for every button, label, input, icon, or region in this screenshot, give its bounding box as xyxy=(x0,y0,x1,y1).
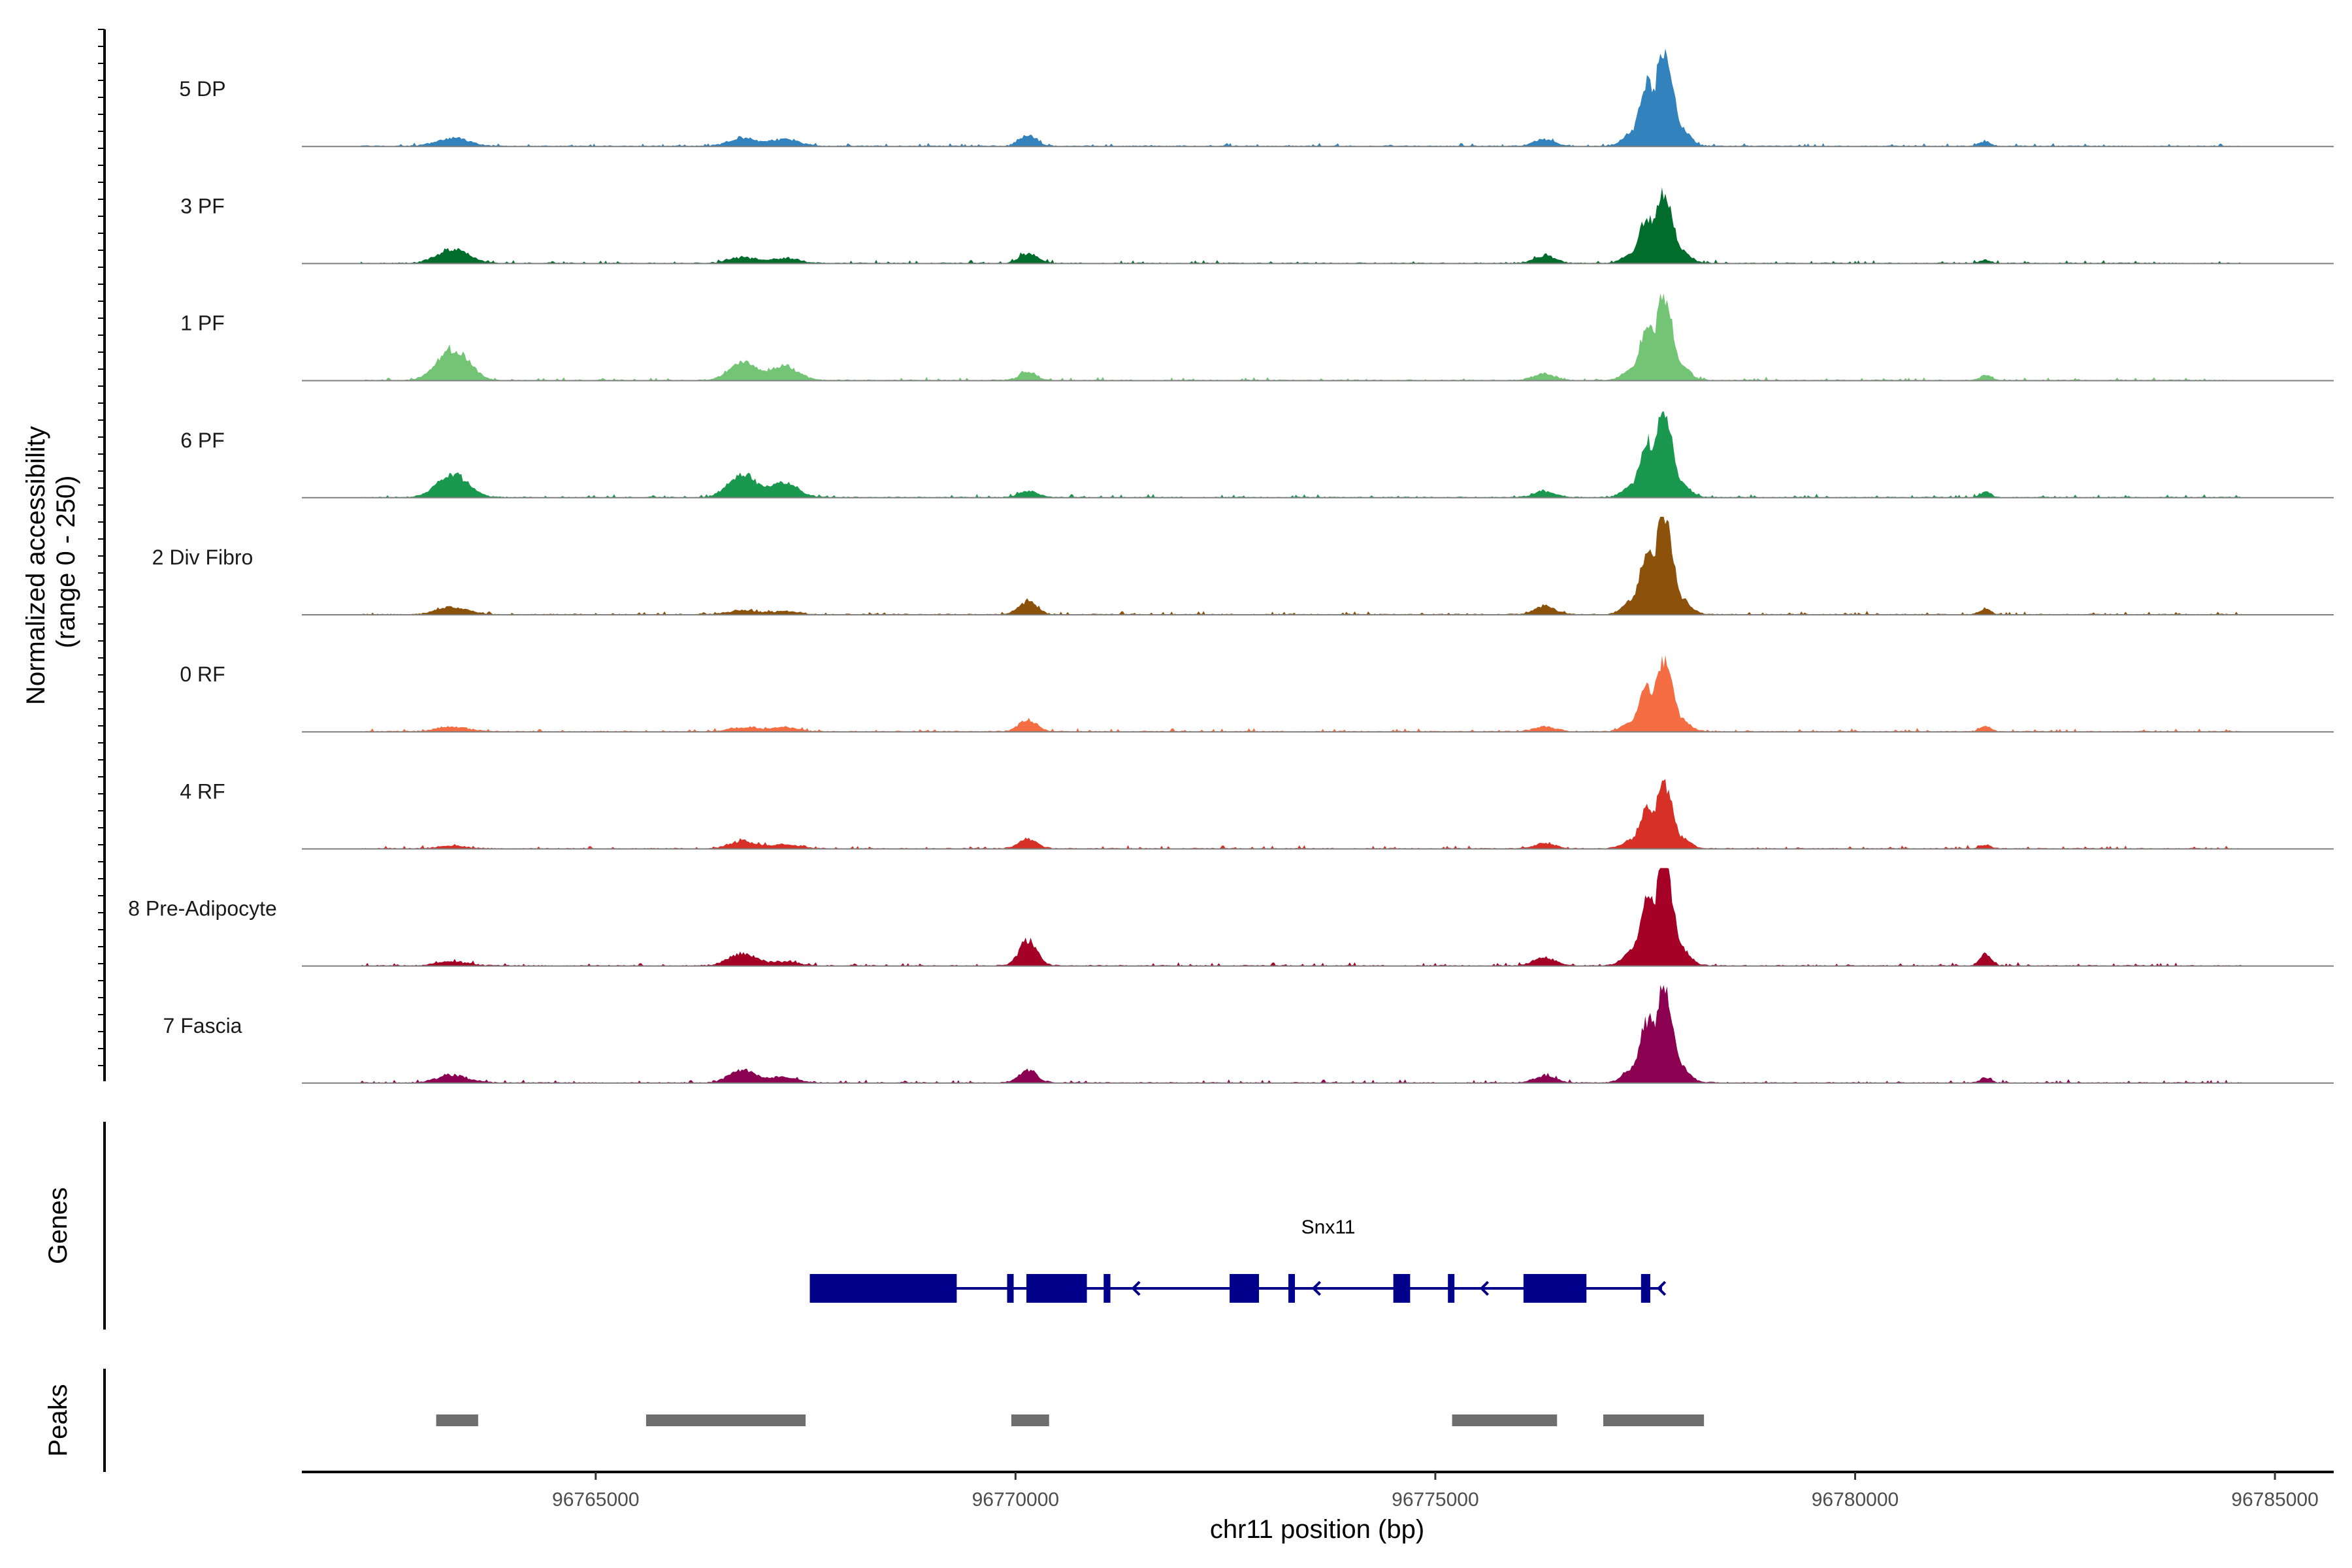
peak-region xyxy=(1603,1414,1705,1426)
y-axis-title-line-2: (range 0 - 250) xyxy=(52,476,80,649)
coverage-area xyxy=(361,411,2242,498)
coverage-y-axis-ticks xyxy=(98,29,105,1066)
gene-exon xyxy=(1230,1274,1260,1303)
coverage-tracks: 5 DP 3 PF 1 PF 6 PF 2 Div Fibro 0 RF 4 RF 8 Pre… xyxy=(128,48,2334,1084)
x-axis-ticks: 96765000 96770000 96775000 96780000 96785000 xyxy=(552,1472,2319,1511)
peak-region xyxy=(645,1414,806,1426)
track-8-pre-adipocyte: 8 Pre-Adipocyte xyxy=(128,868,2334,967)
coverage-area xyxy=(361,517,2242,615)
track-1-pf: 1 PF xyxy=(180,293,2334,382)
x-tick-label: 96770000 xyxy=(972,1489,1059,1511)
coverage-area xyxy=(361,779,2242,849)
gene-exon xyxy=(1288,1274,1296,1303)
y-axis-title-line-1: Normalized accessibility xyxy=(22,426,50,705)
gene-track: Snx11 xyxy=(809,1217,1667,1303)
gene-exon xyxy=(1523,1274,1587,1303)
y-axis-title: Normalized accessibility (range 0 - 250) xyxy=(22,419,80,705)
peak-region xyxy=(1011,1414,1049,1426)
gene-exon xyxy=(1393,1274,1411,1303)
strand-arrow xyxy=(1479,1281,1490,1296)
coverage-area xyxy=(361,655,2242,732)
gene-exon xyxy=(1641,1274,1650,1303)
track-label: 7 Fascia xyxy=(163,1014,242,1037)
coverage-area xyxy=(361,293,2242,381)
peaks-track xyxy=(436,1414,1705,1426)
track-7-fascia: 7 Fascia xyxy=(163,985,2334,1084)
track-label: 5 DP xyxy=(179,77,225,101)
x-tick-label: 96785000 xyxy=(2231,1489,2318,1511)
track-label: 1 PF xyxy=(180,312,225,335)
strand-arrow xyxy=(1131,1281,1141,1296)
gene-exon xyxy=(1007,1274,1014,1303)
genes-panel-label: Genes xyxy=(44,1187,73,1264)
track-label: 8 Pre-Adipocyte xyxy=(128,897,277,921)
track-5-dp: 5 DP xyxy=(179,48,2334,148)
x-tick-label: 96775000 xyxy=(1392,1489,1478,1511)
track-6-pf: 6 PF xyxy=(180,411,2334,498)
track-0-rf: 0 RF xyxy=(180,655,2334,733)
coverage-area xyxy=(361,868,2242,966)
track-label: 4 RF xyxy=(180,779,225,803)
gene-exon xyxy=(1448,1274,1455,1303)
x-tick-label: 96780000 xyxy=(1812,1489,1899,1511)
x-tick-label: 96765000 xyxy=(552,1489,639,1511)
track-4-rf: 4 RF xyxy=(180,779,2334,850)
x-axis-title: chr11 position (bp) xyxy=(1210,1515,1424,1544)
coverage-area xyxy=(361,48,2242,147)
coverage-area xyxy=(361,985,2242,1083)
peaks-panel-label: Peaks xyxy=(44,1384,73,1456)
track-2-div-fibro: 2 Div Fibro xyxy=(152,517,2334,615)
coverage-area xyxy=(361,187,2242,264)
gene-exon xyxy=(809,1274,957,1303)
gene-exon xyxy=(1026,1274,1087,1303)
track-label: 3 PF xyxy=(180,194,225,218)
strand-arrow xyxy=(1656,1281,1667,1296)
peak-region xyxy=(436,1414,478,1426)
strand-arrow xyxy=(921,1281,931,1296)
strand-arrow xyxy=(1311,1281,1321,1296)
peak-region xyxy=(1452,1414,1558,1426)
gene-label: Snx11 xyxy=(1301,1217,1356,1238)
track-3-pf: 3 PF xyxy=(180,187,2334,265)
track-label: 6 PF xyxy=(180,429,225,452)
track-label: 0 RF xyxy=(180,662,225,686)
gene-exon xyxy=(1103,1274,1111,1303)
track-label: 2 Div Fibro xyxy=(152,546,253,569)
